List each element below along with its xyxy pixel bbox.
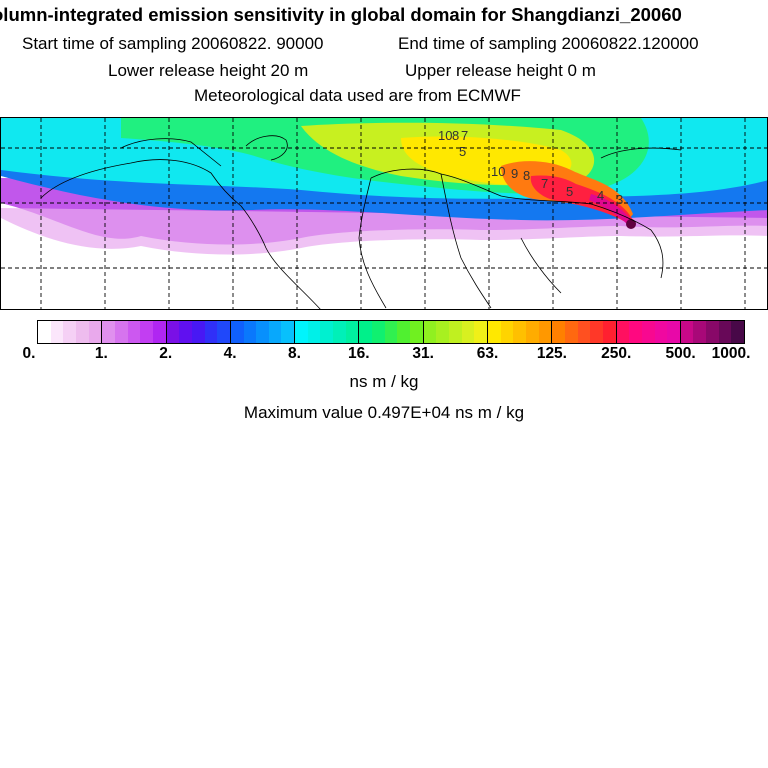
graticule — [1, 118, 767, 309]
maximum-value-label: Maximum value 0.497E+04 ns m / kg — [243, 403, 525, 422]
colorbar-cell — [230, 321, 244, 343]
plot-title-text: olumn-integrated emission sensitivity in… — [0, 4, 682, 25]
plot-title: olumn-integrated emission sensitivity in… — [0, 4, 768, 28]
colorbar-cell — [179, 321, 192, 343]
colorbar-tick-label: 1. — [94, 345, 108, 362]
contour-label: 4 — [597, 188, 604, 203]
colorbar-cell — [731, 321, 745, 343]
colorbar-cell — [102, 321, 115, 343]
contour-label: 7 — [541, 176, 548, 191]
met-data-label: Meteorological data used are from ECMWF — [194, 86, 521, 105]
contour-label: 10 — [438, 128, 452, 143]
colorbar-cell — [590, 321, 603, 343]
coastlines — [40, 135, 682, 309]
contour-label: 10 — [491, 164, 505, 179]
colorbar-cell — [268, 321, 282, 343]
colorbar-cell — [577, 321, 591, 343]
colorbar-cell — [359, 321, 373, 343]
colorbar — [37, 320, 745, 344]
contour-label: 5 — [459, 144, 466, 159]
colorbar-cell — [449, 321, 462, 343]
colorbar-tick-label: 63. — [476, 345, 499, 362]
colorbar-unit: ns m / kg — [349, 372, 419, 391]
colorbar-cell — [513, 321, 526, 343]
colorbar-cell — [75, 321, 89, 343]
colorbar-cell — [525, 321, 539, 343]
colorbar-cell — [654, 321, 668, 343]
colorbar-cell — [281, 321, 296, 343]
colorbar-cell — [295, 321, 308, 343]
map-svg: 10 8 7 5 10 9 8 7 5 4 3 — [1, 118, 767, 309]
colorbar-cell — [693, 321, 707, 343]
contour-label: 5 — [566, 184, 573, 199]
colorbar-tick-label: 31. — [412, 345, 434, 362]
contour-label: 8 — [452, 128, 459, 143]
colorbar-cell — [552, 321, 565, 343]
plume-red — [530, 175, 633, 224]
colorbar-cell — [629, 321, 642, 343]
colorbar-cell — [88, 321, 103, 343]
colorbar-cell — [38, 321, 51, 343]
contour-labels: 10 8 7 5 10 9 8 7 5 4 3 — [438, 128, 623, 207]
colorbar-cell — [152, 321, 167, 343]
colorbar-cell — [320, 321, 334, 343]
end-time-label: End time of sampling 20060822.120000 — [398, 34, 699, 53]
colorbar-cell — [63, 321, 76, 343]
colorbar-cell — [474, 321, 488, 343]
lower-release-label: Lower release height 20 m — [108, 61, 309, 80]
colorbar-cell — [500, 321, 514, 343]
colorbar-cell — [345, 321, 360, 343]
colorbar-cell — [307, 321, 321, 343]
upper-release-label: Upper release height 0 m — [405, 61, 596, 80]
colorbar-cell — [114, 321, 128, 343]
colorbar-cell — [127, 321, 141, 343]
start-time-label: Start time of sampling 20060822. 90000 — [22, 34, 324, 53]
contour-label: 9 — [511, 166, 518, 181]
colorbar-cell — [680, 321, 694, 343]
colorbar-cell — [191, 321, 205, 343]
colorbar-cell — [423, 321, 437, 343]
colorbar-cell — [372, 321, 385, 343]
colorbar-cell — [410, 321, 424, 343]
colorbar-cell — [706, 321, 719, 343]
colorbar-tick-label: 1000. — [711, 345, 751, 362]
colorbar-cell — [436, 321, 449, 343]
colorbar-cell — [667, 321, 681, 343]
contour-label: 8 — [523, 168, 530, 183]
sensitivity-map: 10 8 7 5 10 9 8 7 5 4 3 — [0, 117, 768, 310]
colorbar-cell — [140, 321, 153, 343]
contour-label: 3 — [616, 192, 623, 207]
colorbar-cell — [641, 321, 655, 343]
receptor-marker — [626, 219, 636, 229]
colorbar-tick-label: 500. — [665, 345, 696, 362]
colorbar-cell — [538, 321, 553, 343]
colorbar-cell — [487, 321, 501, 343]
colorbar-cell — [333, 321, 346, 343]
colorbar-cell — [564, 321, 578, 343]
colorbar-tick-label: 0. — [22, 345, 36, 362]
colorbar-tick-label: 8. — [287, 345, 301, 362]
colorbar-tick-label: 250. — [601, 345, 632, 362]
colorbar-tick-label: 2. — [159, 345, 173, 362]
plume-core — [589, 194, 633, 226]
colorbar-tick-label: 125. — [536, 345, 567, 362]
colorbar-tick-label: 4. — [223, 345, 237, 362]
colorbar-cell — [616, 321, 630, 343]
colorbar-cell — [397, 321, 411, 343]
colorbar-cell — [718, 321, 732, 343]
colorbar-cell — [461, 321, 475, 343]
colorbar-tick-label: 16. — [348, 345, 370, 362]
colorbar-cell — [217, 321, 231, 343]
colorbar-cell — [50, 321, 64, 343]
colorbar-cell — [384, 321, 398, 343]
colorbar-cell — [243, 321, 257, 343]
colorbar-cell — [256, 321, 269, 343]
colorbar-cell — [204, 321, 218, 343]
contour-label: 7 — [461, 128, 468, 143]
colorbar-cell — [166, 321, 180, 343]
colorbar-cell — [602, 321, 617, 343]
